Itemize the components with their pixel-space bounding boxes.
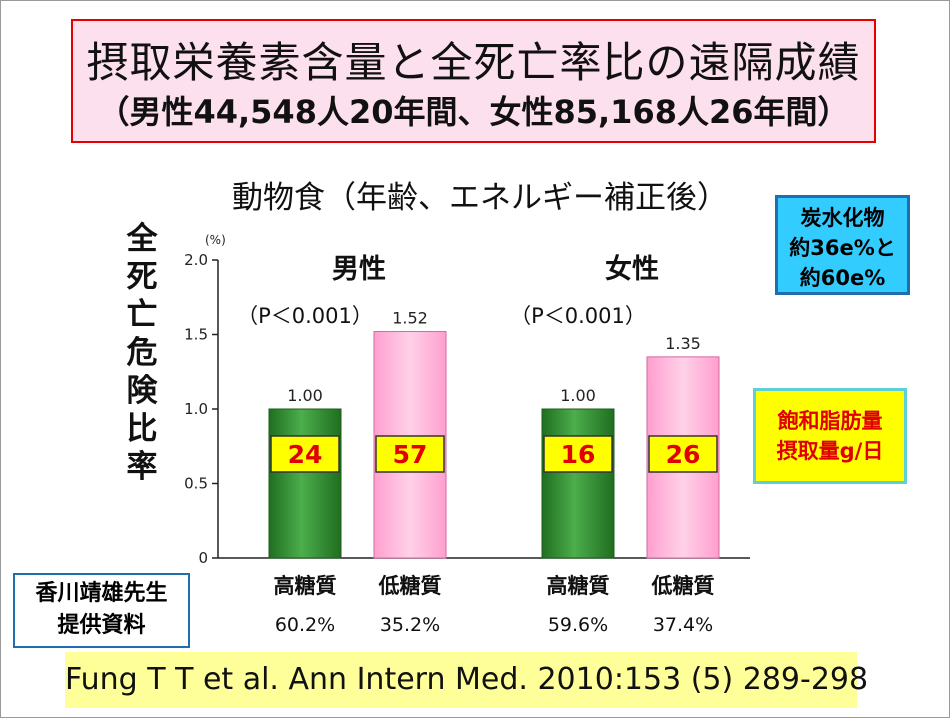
x-category-label: 高糖質 xyxy=(274,574,337,598)
p-value-label: （P＜0.001） xyxy=(510,304,646,328)
y-tick-label: 0.5 xyxy=(184,475,208,493)
y-tick-label: 1.0 xyxy=(184,400,208,418)
y-tick-label: 1.5 xyxy=(184,326,208,344)
sat-fat-badge xyxy=(270,435,340,473)
sat-fat-badge xyxy=(543,435,613,473)
y-axis-label: 全死亡危険比率 xyxy=(126,221,158,485)
title-line-2: （男性44,548人20年間、女性85,168人26年間） xyxy=(97,93,850,131)
carb-note-line: 炭水化物 xyxy=(800,206,885,230)
sat-fat-value: 57 xyxy=(393,440,428,469)
bar xyxy=(268,408,342,559)
sat-fat-badge xyxy=(648,435,718,473)
y-tick-label: 2.0 xyxy=(184,251,208,269)
title-line-1: 摂取栄養素含量と全死亡率比の遠隔成績 xyxy=(86,38,861,87)
y-unit-label: (%) xyxy=(205,233,226,247)
sat-fat-value: 24 xyxy=(288,440,323,469)
bar-value-label: 1.00 xyxy=(287,386,323,405)
sat-fat-value: 26 xyxy=(666,440,701,469)
p-value-label: （P＜0.001） xyxy=(237,304,373,328)
carb-percent-label: 59.6% xyxy=(548,614,608,636)
fat-note-line: 摂取量g/日 xyxy=(776,439,884,463)
bar-value-label: 1.00 xyxy=(560,386,596,405)
group-label: 男性 xyxy=(332,254,386,285)
sat-fat-value: 16 xyxy=(561,440,596,469)
chart-subtitle: 動物食（年齢、エネルギー補正後） xyxy=(232,180,728,216)
carb-percent-label: 37.4% xyxy=(653,614,713,636)
carb-note-box: 炭水化物 約36e%と 約60e% xyxy=(775,195,910,295)
y-tick-label: 0 xyxy=(198,549,208,567)
carb-note-line: 約36e%と xyxy=(789,236,896,260)
x-category-label: 高糖質 xyxy=(547,574,610,598)
bar-value-label: 1.35 xyxy=(665,334,701,353)
x-category-label: 低糖質 xyxy=(651,574,715,598)
fat-note-line: 飽和脂肪量 xyxy=(777,409,883,433)
sat-fat-badge xyxy=(375,435,445,473)
carb-percent-label: 60.2% xyxy=(275,614,335,636)
title-box: 摂取栄養素含量と全死亡率比の遠隔成績 （男性44,548人20年間、女性85,1… xyxy=(71,19,876,143)
x-category-label: 低糖質 xyxy=(378,574,442,598)
reference-text: Fung T T et al. Ann Intern Med. 2010:153… xyxy=(65,662,869,697)
bar-value-label: 1.52 xyxy=(392,309,428,328)
fat-note-box: 飽和脂肪量 摂取量g/日 xyxy=(753,388,907,484)
carb-note-line: 約60e% xyxy=(799,266,886,290)
bar xyxy=(541,408,615,559)
credit-box: 香川靖雄先生 提供資料 xyxy=(13,573,190,648)
credit-line: 香川靖雄先生 xyxy=(35,581,168,606)
carb-percent-label: 35.2% xyxy=(380,614,440,636)
credit-line: 提供資料 xyxy=(57,613,146,638)
reference-box: Fung T T et al. Ann Intern Med. 2010:153… xyxy=(65,652,868,708)
group-label: 女性 xyxy=(605,253,659,285)
